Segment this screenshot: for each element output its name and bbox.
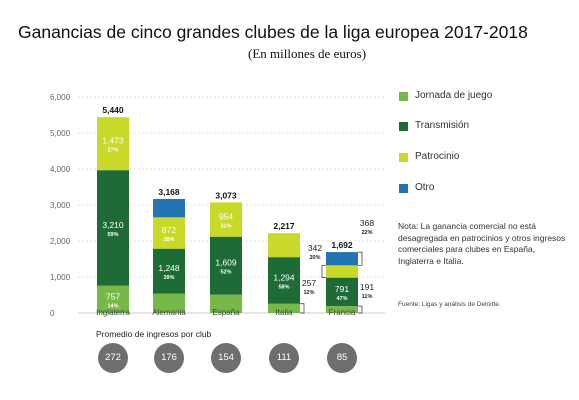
y-tick-label: 3,000 (50, 201, 71, 210)
bar-segment (268, 257, 300, 304)
bar-percent-label: 31% (220, 224, 231, 230)
bar-percent-label: 59% (107, 232, 118, 238)
bar-total-label: 3,168 (158, 187, 180, 197)
bar-segment (326, 277, 358, 307)
bar-percent-label: 12% (303, 290, 314, 296)
legend-swatch (399, 184, 408, 193)
bar-segment (153, 293, 185, 313)
legend-item: Jornada de juego (399, 90, 559, 104)
x-category-label: Francia (329, 308, 356, 317)
bar-segment (97, 170, 129, 286)
bar-value-label: 3,210 (102, 220, 124, 230)
y-tick-label: 4,000 (50, 165, 71, 174)
bar-segment (97, 285, 129, 313)
bar-value-label: 791 (335, 284, 349, 294)
chart-subtitle: (En millones de euros) (248, 46, 367, 61)
legend-swatch (399, 122, 408, 131)
bar-percent-label: 58% (278, 284, 289, 290)
bar-value-label: 257 (302, 278, 316, 288)
legend-item: Otro (399, 182, 559, 196)
bar-percent-label: 28% (163, 237, 174, 243)
bar-percent-label: 47% (336, 296, 347, 302)
average-circle: 85 (327, 343, 357, 373)
bar-total-label: 3,073 (215, 190, 237, 200)
bar-value-label: 1,609 (215, 258, 237, 268)
source-text: Fuente: Ligas y análisis de Deloitte. (398, 301, 501, 308)
bar-total-label: 2,217 (273, 221, 295, 231)
bar-value-label: 191 (360, 282, 374, 292)
bar-value-label: 1,248 (158, 263, 180, 273)
y-tick-label: 0 (50, 309, 55, 318)
bar-value-label: 757 (106, 291, 120, 301)
average-title: Promedio de ingresos por club (96, 329, 212, 339)
bar-segment (210, 202, 242, 237)
bar-segment (210, 236, 242, 295)
bar-segment (268, 233, 300, 258)
bar-segment (326, 306, 358, 313)
note-text: Nota: La ganancia comercial no está desa… (398, 221, 566, 266)
bar-percent-label: 27% (107, 148, 118, 154)
bar-percent-label: 11% (362, 294, 373, 300)
y-tick-label: 2,000 (50, 237, 71, 246)
bar-value-label: 954 (219, 212, 233, 222)
bar-segment (153, 198, 185, 218)
bracket-line (300, 303, 305, 314)
average-circle: 176 (154, 343, 184, 373)
legend-label: Patrocinio (415, 151, 460, 162)
bar-value-label: 342 (308, 243, 322, 253)
average-circle: 272 (98, 343, 128, 373)
bracket-line (321, 264, 326, 278)
bar-value-label: 368 (360, 218, 374, 228)
chart-title: Ganancias de cinco grandes clubes de la … (18, 22, 528, 42)
x-category-label: Inglaterra (96, 308, 130, 317)
bar-segment (326, 252, 358, 266)
legend-swatch (399, 153, 408, 162)
y-tick-label: 1,000 (50, 273, 71, 282)
average-circle: 154 (211, 343, 241, 373)
bar-total-label: 1,692 (331, 240, 353, 250)
y-tick-label: 5,000 (50, 129, 71, 138)
average-circle: 111 (269, 343, 299, 373)
bracket-line (358, 305, 363, 314)
bar-segment (153, 248, 185, 294)
legend-swatch (399, 92, 408, 101)
bar-value-label: 1,294 (273, 272, 295, 282)
bar-value-label: 1,473 (102, 136, 124, 146)
bar-segment (210, 294, 242, 313)
bar-percent-label: 39% (163, 275, 174, 281)
legend-label: Jornada de juego (415, 90, 493, 101)
bar-segment (268, 303, 300, 313)
x-category-label: España (212, 308, 240, 317)
bar-segment (97, 117, 129, 171)
bar-percent-label: 52% (220, 270, 231, 276)
x-category-label: Italia (276, 308, 293, 317)
bar-percent-label: 14% (107, 303, 118, 309)
legend-label: Otro (415, 182, 435, 193)
bracket-line (358, 251, 363, 266)
y-tick-label: 6,000 (50, 93, 71, 102)
bar-segment (153, 217, 185, 249)
bar-percent-label: 22% (361, 230, 372, 236)
bar-segment (326, 265, 358, 278)
bar-percent-label: 20% (309, 255, 320, 261)
legend-label: Transmisión (415, 120, 470, 131)
legend-item: Patrocinio (399, 151, 559, 165)
x-category-label: Alemania (152, 308, 186, 317)
bar-value-label: 872 (162, 225, 176, 235)
legend-item: Transmisión (399, 120, 559, 134)
bar-total-label: 5,440 (102, 105, 124, 115)
